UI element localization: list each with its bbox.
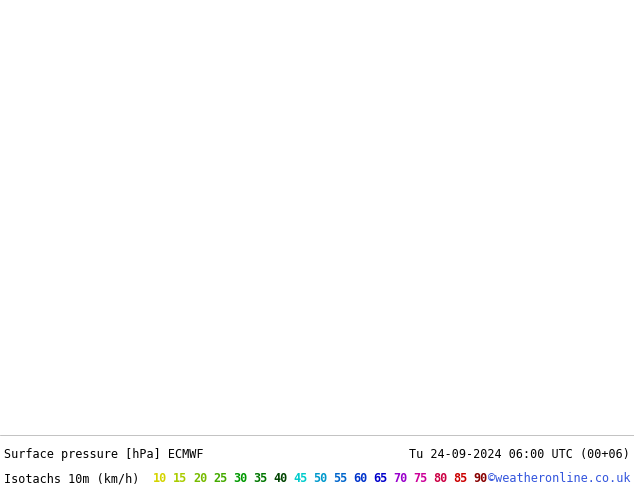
Text: ©weatheronline.co.uk: ©weatheronline.co.uk (488, 472, 630, 485)
Text: 40: 40 (273, 472, 287, 485)
Text: 90: 90 (473, 472, 488, 485)
Text: 45: 45 (293, 472, 307, 485)
Text: 80: 80 (433, 472, 447, 485)
Text: 65: 65 (373, 472, 387, 485)
Text: 20: 20 (193, 472, 207, 485)
Text: 70: 70 (393, 472, 407, 485)
Text: 60: 60 (353, 472, 367, 485)
Text: Isotachs 10m (km/h): Isotachs 10m (km/h) (4, 472, 139, 485)
Text: 50: 50 (313, 472, 327, 485)
Text: 30: 30 (233, 472, 247, 485)
Text: 15: 15 (173, 472, 187, 485)
Text: 85: 85 (453, 472, 467, 485)
Text: 75: 75 (413, 472, 427, 485)
Text: 10: 10 (153, 472, 167, 485)
Text: Tu 24-09-2024 06:00 UTC (00+06): Tu 24-09-2024 06:00 UTC (00+06) (409, 448, 630, 461)
Text: 55: 55 (333, 472, 347, 485)
Text: Surface pressure [hPa] ECMWF: Surface pressure [hPa] ECMWF (4, 448, 204, 461)
Text: 25: 25 (213, 472, 227, 485)
Text: 35: 35 (253, 472, 268, 485)
